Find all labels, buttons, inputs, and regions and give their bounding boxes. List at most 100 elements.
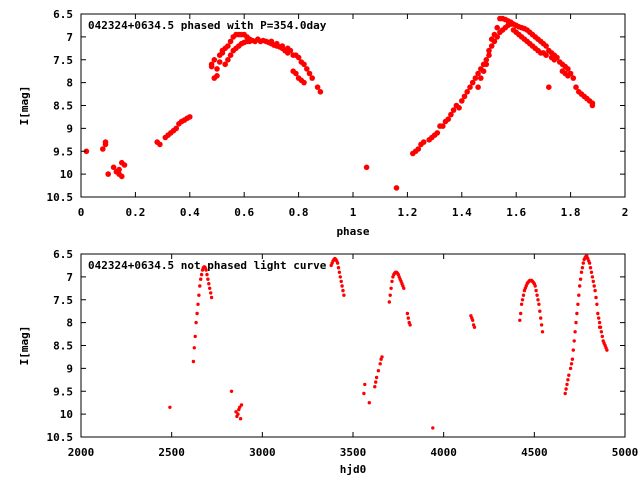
data-point xyxy=(222,61,228,68)
data-point xyxy=(238,417,243,421)
x-tick-label: 5000 xyxy=(612,446,639,459)
x-axis-label: hjd0 xyxy=(340,463,367,476)
data-point xyxy=(475,70,481,77)
data-point xyxy=(236,412,240,416)
data-point xyxy=(533,284,537,288)
data-point xyxy=(571,348,575,352)
data-point xyxy=(216,59,223,65)
data-point xyxy=(431,426,435,430)
y-tick-label: 6.5 xyxy=(53,8,73,21)
y-tick-label: 7.5 xyxy=(53,54,73,67)
data-point xyxy=(301,61,307,68)
data-point xyxy=(408,323,412,327)
data-point xyxy=(207,282,211,286)
data-point xyxy=(483,57,490,63)
data-point xyxy=(197,293,201,297)
data-point xyxy=(229,389,234,393)
data-point xyxy=(363,382,367,387)
y-axis-label: I[mag] xyxy=(18,326,31,366)
data-point xyxy=(168,405,172,409)
data-point xyxy=(367,401,371,405)
data-point xyxy=(119,173,125,180)
data-point xyxy=(570,75,577,81)
data-point xyxy=(589,102,596,109)
data-point xyxy=(565,66,571,72)
data-point xyxy=(187,114,193,120)
data-point xyxy=(234,410,238,414)
y-ticks: 6.5 7 7.5 8 8.5 9 9.5 10 10.5 xyxy=(47,248,625,444)
x-tick-label: 1 xyxy=(350,206,357,219)
data-point xyxy=(405,311,410,316)
data-point xyxy=(287,47,294,54)
data-point xyxy=(588,266,593,270)
data-point xyxy=(380,355,384,359)
data-point xyxy=(488,43,495,49)
data-point xyxy=(491,38,498,45)
data-point xyxy=(539,323,544,327)
data-point xyxy=(578,284,582,288)
y-tick-label: 10.5 xyxy=(47,191,74,204)
data-point xyxy=(591,279,595,284)
data-point xyxy=(406,316,410,320)
data-point xyxy=(486,52,492,58)
data-point xyxy=(194,320,198,325)
data-point xyxy=(83,148,90,155)
data-point xyxy=(480,68,487,74)
data-point xyxy=(567,373,571,377)
data-point xyxy=(238,405,242,409)
y-tick-label: 6.5 xyxy=(53,248,73,261)
data-point xyxy=(543,43,549,49)
chart-title: 042324+0634.5 phased with P=354.0day xyxy=(88,19,327,32)
data-point xyxy=(448,111,454,118)
data-point xyxy=(576,302,580,306)
data-point xyxy=(211,57,218,63)
x-tick-label: 3500 xyxy=(340,446,367,459)
x-tick-label: 2000 xyxy=(68,446,95,459)
y-tick-label: 8.5 xyxy=(53,340,73,353)
x-tick-label: 0.6 xyxy=(234,206,254,219)
data-point xyxy=(519,302,524,306)
data-point xyxy=(566,378,570,382)
data-point xyxy=(605,348,609,352)
data-point xyxy=(461,93,468,100)
data-point xyxy=(565,382,569,387)
data-point xyxy=(570,357,575,361)
data-point xyxy=(600,334,604,339)
data-point xyxy=(459,98,465,104)
data-point xyxy=(208,61,215,68)
data-point xyxy=(478,75,484,81)
x-tick-label: 0.8 xyxy=(289,206,309,219)
data-point xyxy=(105,171,111,177)
data-point xyxy=(227,38,234,45)
data-point xyxy=(597,320,602,325)
data-point xyxy=(390,279,394,284)
plot-frame xyxy=(80,253,626,438)
data-point xyxy=(227,52,234,58)
data-point xyxy=(456,105,462,111)
y-tick-label: 7 xyxy=(66,31,73,44)
data-point xyxy=(590,275,595,279)
data-point xyxy=(338,275,342,279)
data-point xyxy=(239,403,244,407)
x-tick-label: 0 xyxy=(78,206,85,219)
data-point xyxy=(110,164,117,171)
data-point xyxy=(599,330,604,334)
data-point xyxy=(208,286,212,290)
data-point xyxy=(306,70,313,77)
data-point xyxy=(205,272,209,277)
data-point xyxy=(157,141,163,148)
y-ticks: 6.5 7 7.5 8 8.5 9 9.5 10 10.5 xyxy=(47,8,625,204)
data-point xyxy=(536,298,540,302)
y-tick-label: 9.5 xyxy=(53,385,73,398)
data-point xyxy=(295,54,302,61)
data-point xyxy=(198,284,202,288)
data-point xyxy=(206,277,210,281)
data-point xyxy=(388,293,392,297)
phased-light-curve-panel: 0 0.2 0.4 0.6 0.8 1 1.2 1.4 1.6 1.8 2 6.5 7 7.5 8 8.5 9… xyxy=(18,8,628,238)
data-point xyxy=(192,346,196,350)
data-point xyxy=(389,286,393,290)
data-point xyxy=(374,375,379,380)
data-point xyxy=(540,330,545,334)
data-point xyxy=(563,391,567,396)
data-point xyxy=(434,130,441,136)
